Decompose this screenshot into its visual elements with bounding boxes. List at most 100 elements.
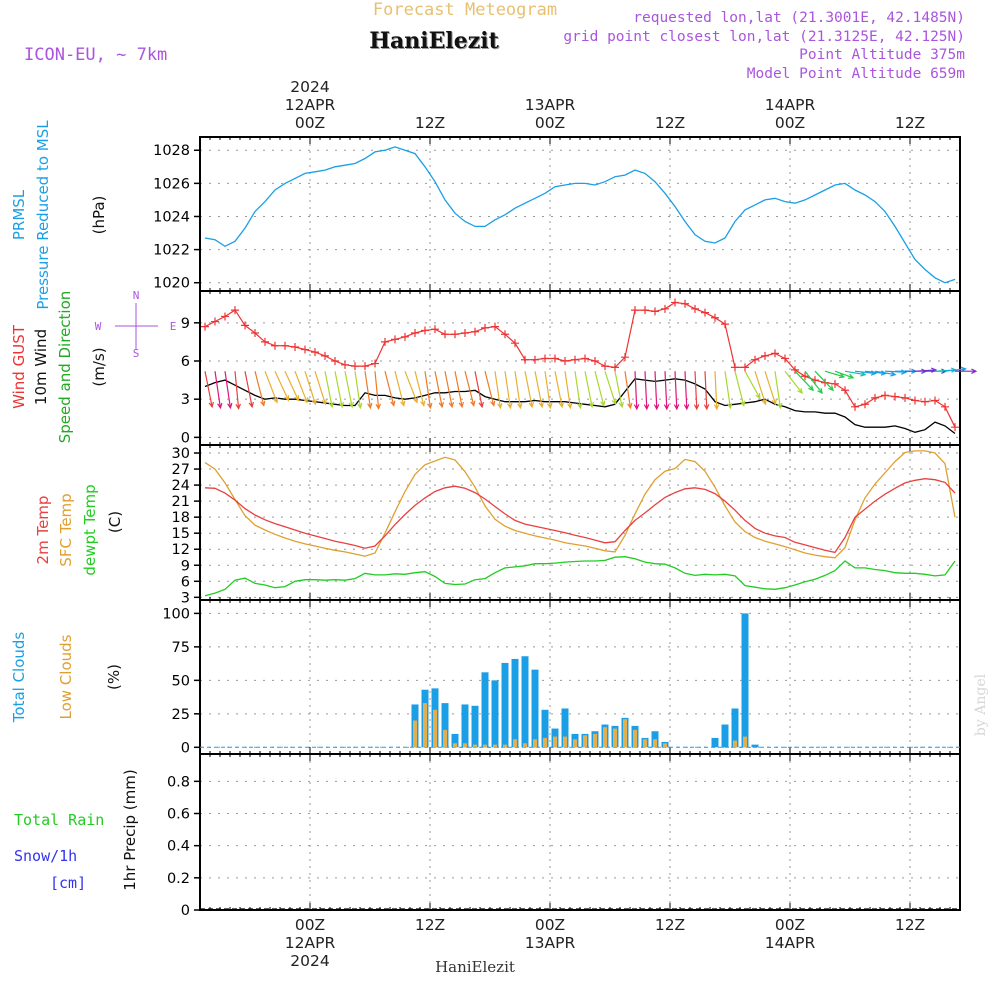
temp2m-line (204, 478, 956, 554)
y-tick-label: 50 (172, 673, 190, 689)
total-cloud-bar (741, 613, 749, 748)
gust-marker (551, 354, 559, 363)
wind-direction-arrow (653, 371, 660, 411)
pressure-label-2: Pressure Reduced to MSL (34, 120, 52, 310)
low-cloud-bar (563, 736, 567, 748)
gust-marker (601, 362, 609, 371)
gust-marker (631, 306, 639, 315)
total-cloud-bar (481, 672, 489, 748)
wind-direction-arrow (594, 371, 606, 407)
panel-pressure: 1020 1022 1024 1026 1028 (153, 136, 961, 292)
wind-direction-arrow (784, 370, 803, 395)
temp2m-label: 2m Temp (34, 496, 52, 565)
wind-direction-arrow (564, 371, 573, 410)
sfc-temp-label: SFC Temp (57, 493, 75, 566)
compass-w: W (95, 320, 102, 333)
wind-direction-arrow (434, 371, 444, 409)
gust-marker (881, 391, 889, 400)
low-cloud-bar (453, 743, 457, 748)
panel-frame (199, 136, 961, 292)
gust-marker (321, 351, 329, 360)
wind-direction-arrow (324, 371, 334, 409)
wind-direction-arrow (534, 371, 544, 409)
gust-marker (531, 355, 539, 364)
gust-marker (521, 355, 529, 364)
y-tick-label: 1020 (153, 276, 190, 292)
gust-marker (581, 354, 589, 363)
y-tick-label: 100 (162, 606, 190, 622)
wind-direction-arrow (624, 371, 633, 410)
dewpoint-line (204, 556, 956, 597)
y-tick-label: 9 (181, 316, 190, 332)
grid-point-coords: grid point closest lon,lat (21.3125E, 42… (563, 29, 965, 45)
wind-direction-arrow (633, 371, 640, 411)
gust-marker (861, 400, 869, 409)
gust-marker (801, 372, 809, 381)
gust-marker (671, 298, 679, 307)
y-tick-label: 15 (172, 526, 190, 542)
wind-direction-arrow (334, 371, 344, 409)
gust-marker (231, 306, 239, 315)
low-clouds-label: Low Clouds (57, 634, 75, 719)
gust-marker (431, 325, 439, 334)
wind-direction-arrow (804, 370, 823, 395)
low-cloud-bar (473, 744, 477, 748)
gust-marker (351, 362, 359, 371)
rain-label: Total Rain (14, 811, 104, 829)
wind-direction-arrow (584, 371, 594, 409)
pressure-label-1: PRMSL (10, 189, 28, 240)
gust-marker (651, 307, 659, 316)
gust-marker (641, 306, 649, 315)
low-cloud-bar (463, 743, 467, 748)
y-tick-label: 1022 (153, 243, 190, 259)
sfc-temp-line (204, 450, 956, 559)
gust-marker (791, 365, 799, 374)
pressure-line (204, 146, 956, 284)
wind-direction-arrow (344, 371, 354, 409)
wind-direction-arrow (484, 371, 496, 407)
panel-frame (199, 753, 961, 911)
gust-marker (211, 317, 219, 326)
gust-marker (381, 337, 389, 346)
total-cloud-bar (561, 708, 569, 748)
gust-marker (571, 355, 579, 364)
gust-marker (281, 341, 289, 350)
gust-marker (561, 357, 569, 365)
gust-marker (361, 362, 369, 371)
wind-direction-arrow (794, 370, 815, 392)
gust-marker (341, 360, 349, 369)
wind-direction-arrow (454, 371, 464, 409)
gust-marker (851, 402, 859, 411)
gust-marker (511, 339, 519, 348)
wind-direction-arrow (264, 370, 278, 404)
gust-marker (331, 357, 339, 365)
time-tick-label: 13APR (525, 96, 576, 114)
gust-marker (931, 396, 939, 405)
gust-marker (271, 341, 279, 350)
point-altitude: Point Altitude 375m (799, 47, 965, 63)
wind-unit: (m/s) (90, 347, 108, 386)
wind-direction-arrow (574, 371, 583, 410)
total-cloud-bar (471, 705, 479, 748)
total-cloud-bar (461, 704, 469, 748)
wind-direction-arrow (244, 371, 254, 409)
cloud-labels: Total Clouds Low Clouds (%) (10, 632, 123, 724)
panel-frame (199, 290, 961, 446)
low-cloud-bar (553, 736, 557, 748)
total-cloud-bar (751, 744, 759, 748)
gust-marker (741, 363, 749, 372)
gust-marker (251, 329, 259, 337)
cloud-unit: (%) (105, 664, 123, 690)
gust-marker (261, 337, 269, 346)
time-tick-label: 12APR (285, 96, 336, 114)
y-tick-label: 3 (181, 392, 190, 408)
gust-marker (501, 330, 509, 339)
y-tick-label: 6 (181, 574, 190, 590)
low-cloud-bar (633, 729, 637, 748)
dewpt-label: dewpt Temp (81, 484, 99, 575)
requested-coords: requested lon,lat (21.3001E, 42.1485N) (633, 10, 965, 26)
plot-area (200, 146, 978, 910)
time-tick-label: 12Z (655, 916, 685, 934)
